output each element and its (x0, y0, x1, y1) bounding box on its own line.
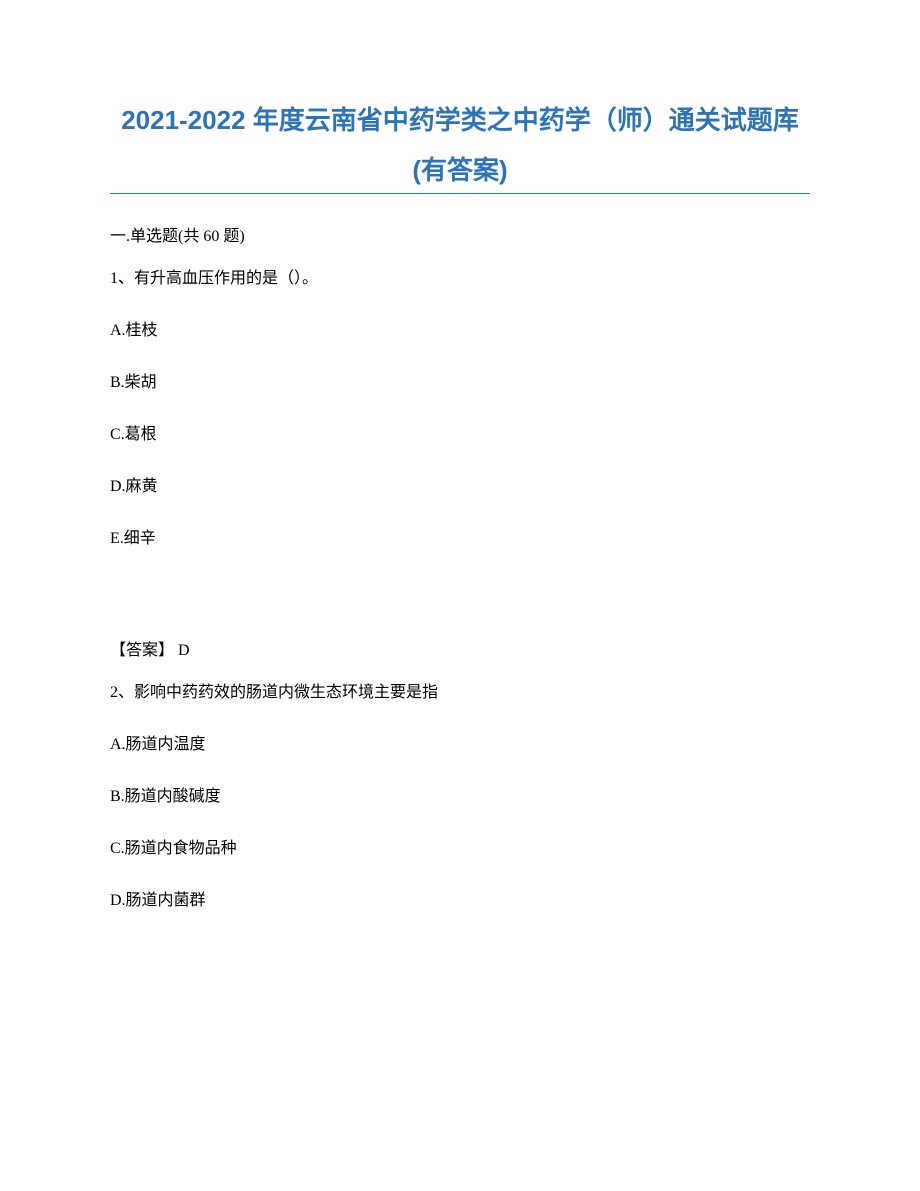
title-divider (110, 193, 810, 194)
question-2-option-d: D.肠道内菌群 (110, 886, 810, 910)
question-1-text: 1、有升高血压作用的是（）。 (110, 264, 810, 288)
question-2-text: 2、影响中药药效的肠道内微生态环境主要是指 (110, 678, 810, 702)
question-1-option-c: C.葛根 (110, 420, 810, 444)
document-title-line1: 2021-2022 年度云南省中药学类之中药学（师）通关试题库 (110, 100, 810, 142)
question-2-option-c: C.肠道内食物品种 (110, 834, 810, 858)
question-2-option-b: B.肠道内酸碱度 (110, 782, 810, 806)
question-1-option-a: A.桂枝 (110, 316, 810, 340)
question-1-answer: 【答案】 D (110, 636, 810, 660)
question-1-option-e: E.细辛 (110, 524, 810, 548)
document-title-line2: (有答案) (110, 150, 810, 187)
document-page: 2021-2022 年度云南省中药学类之中药学（师）通关试题库 (有答案) 一.… (0, 0, 920, 998)
question-2-option-a: A.肠道内温度 (110, 730, 810, 754)
spacer (110, 576, 810, 636)
section-header: 一.单选题(共 60 题) (110, 222, 810, 246)
question-1-option-b: B.柴胡 (110, 368, 810, 392)
question-1-option-d: D.麻黄 (110, 472, 810, 496)
